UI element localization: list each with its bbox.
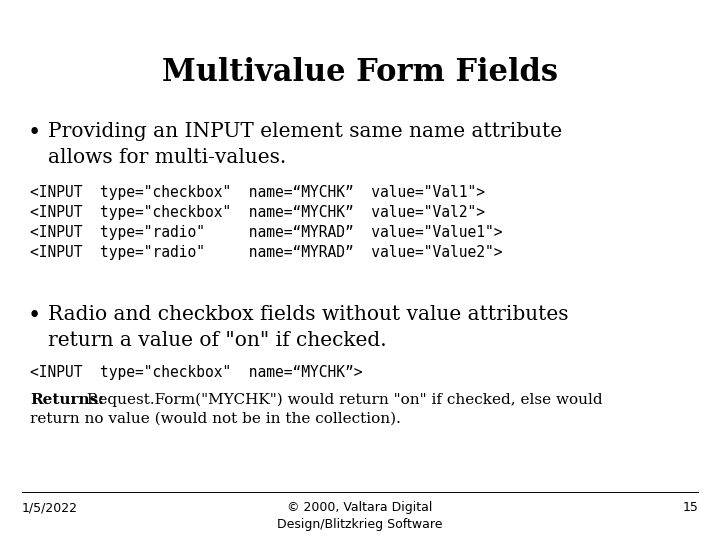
Text: <INPUT  type="checkbox"  name=“MYCHK”>: <INPUT type="checkbox" name=“MYCHK”>	[30, 365, 362, 380]
Text: •: •	[28, 122, 41, 144]
Text: Request.Form("MYCHK") would return "on" if checked, else would: Request.Form("MYCHK") would return "on" …	[82, 393, 603, 407]
Text: <INPUT  type="radio"     name=“MYRAD”  value="Value2">: <INPUT type="radio" name=“MYRAD” value="…	[30, 245, 503, 260]
Text: © 2000, Valtara Digital
Design/Blitzkrieg Software: © 2000, Valtara Digital Design/Blitzkrie…	[277, 501, 443, 531]
Text: Radio and checkbox fields without value attributes: Radio and checkbox fields without value …	[48, 305, 569, 324]
Text: <INPUT  type="checkbox"  name=“MYCHK”  value="Val1">: <INPUT type="checkbox" name=“MYCHK” valu…	[30, 185, 485, 200]
Text: allows for multi-values.: allows for multi-values.	[48, 148, 287, 167]
Text: 15: 15	[683, 501, 698, 514]
Text: •: •	[28, 305, 41, 327]
Text: return no value (would not be in the collection).: return no value (would not be in the col…	[30, 412, 401, 426]
Text: return a value of "on" if checked.: return a value of "on" if checked.	[48, 331, 387, 350]
Text: Multivalue Form Fields: Multivalue Form Fields	[162, 57, 558, 87]
Text: Returns:: Returns:	[30, 393, 104, 407]
Text: <INPUT  type="radio"     name=“MYRAD”  value="Value1">: <INPUT type="radio" name=“MYRAD” value="…	[30, 225, 503, 240]
Text: <INPUT  type="checkbox"  name=“MYCHK”  value="Val2">: <INPUT type="checkbox" name=“MYCHK” valu…	[30, 205, 485, 220]
Text: Providing an INPUT element same name attribute: Providing an INPUT element same name att…	[48, 122, 562, 141]
Text: 1/5/2022: 1/5/2022	[22, 501, 78, 514]
